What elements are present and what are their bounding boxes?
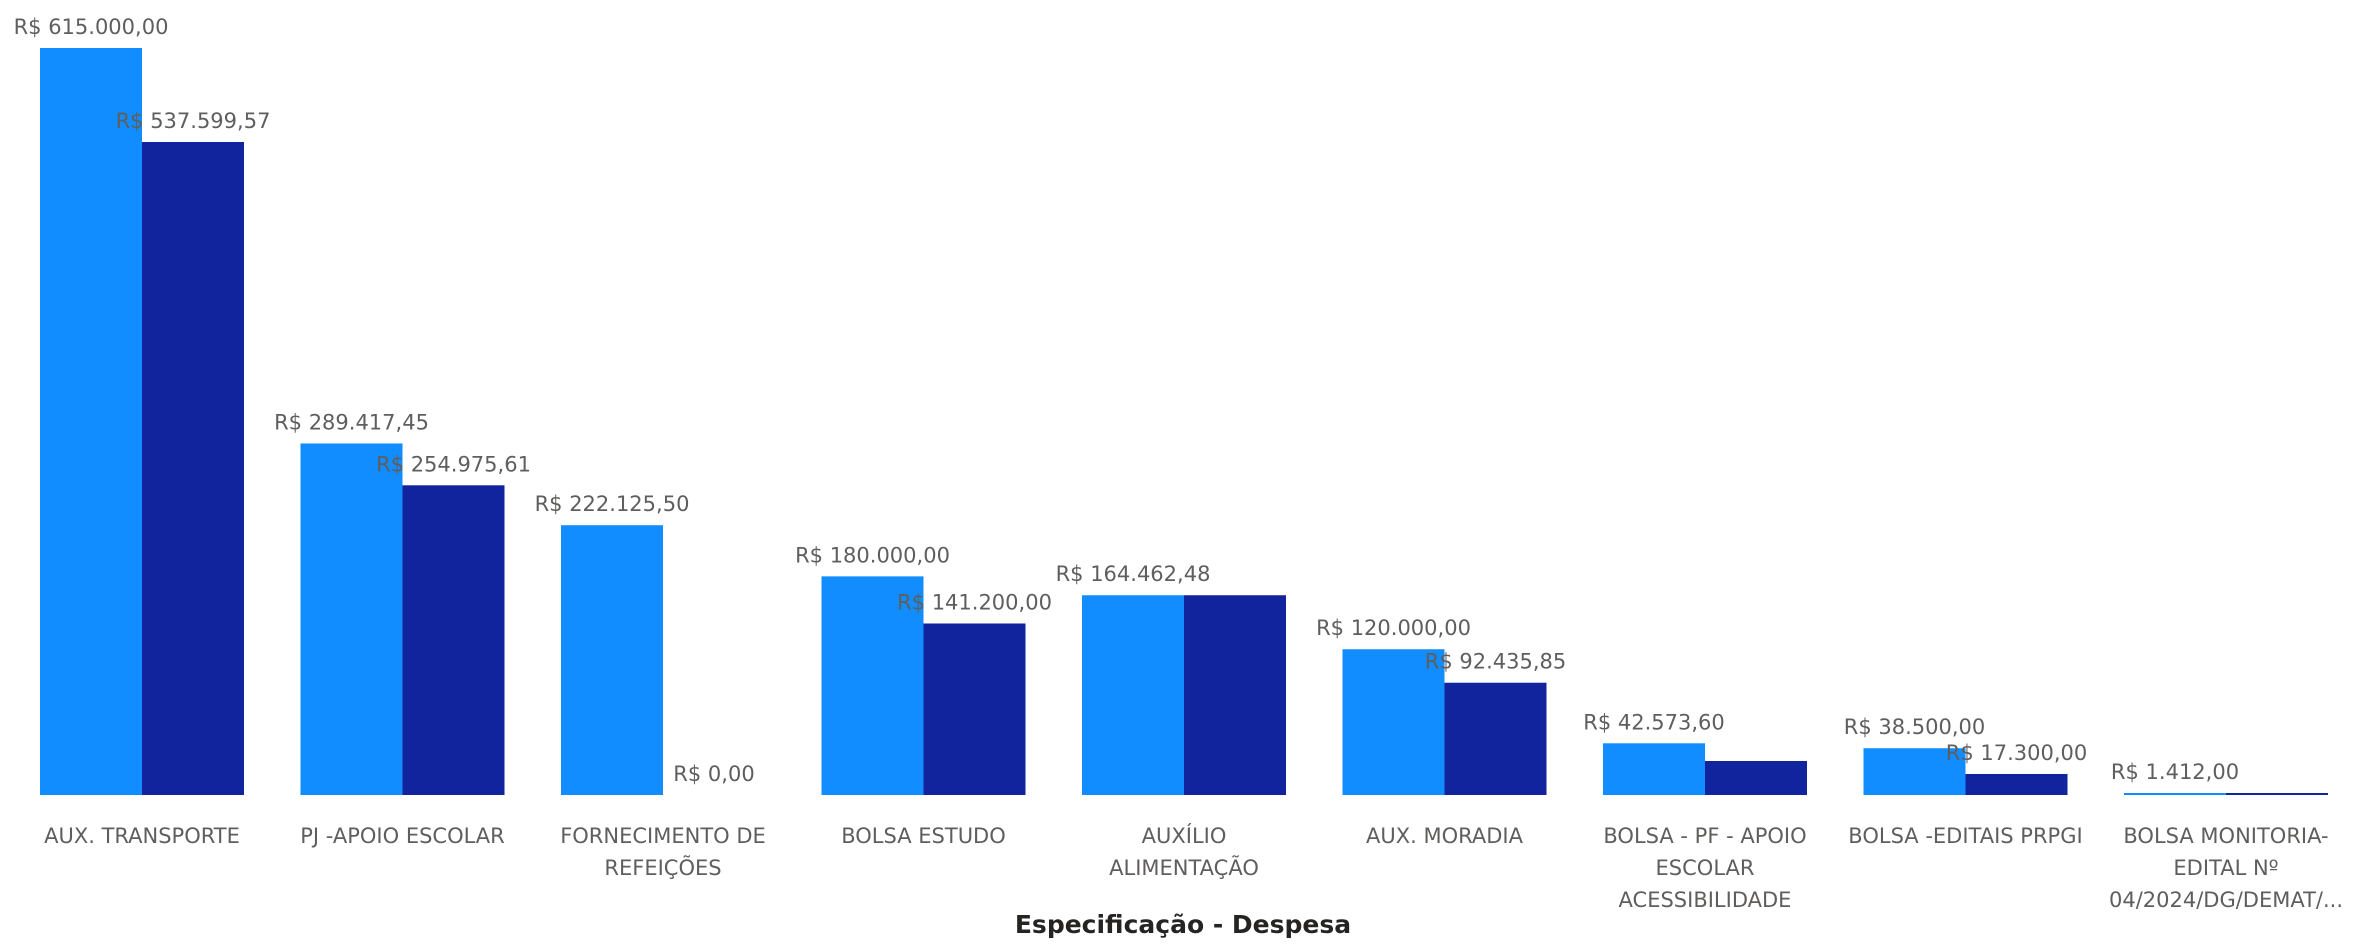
x-tick-label-5-line-1: AUXÍLIO: [1142, 823, 1227, 848]
value-labels-group: R$ 615.000,00 R$ 537.599,57 R$ 289.417,45 R…: [14, 15, 2240, 786]
value-label-2-1: R$ 537.599,57: [116, 109, 271, 133]
value-label-1-6: R$ 120.000,00: [1316, 616, 1471, 640]
x-tick-label-7-line-1: BOLSA - PF - APOIO: [1603, 824, 1806, 848]
bar-2-5[interactable]: [1184, 595, 1286, 795]
bar-1-7[interactable]: [1603, 743, 1705, 795]
value-label-1-5: R$ 164.462,48: [1056, 562, 1211, 586]
x-tick-label-9-line-2: EDITAL Nº: [2173, 856, 2278, 880]
bar-1-1[interactable]: [40, 48, 142, 795]
x-tick-labels-group: AUX. TRANSPORTE PJ -APOIO ESCOLAR FORNECIM…: [44, 823, 2343, 912]
bar-2-9[interactable]: [2226, 793, 2328, 795]
x-tick-label-9-line-3: 04/2024/DG/DEMAT/...: [2109, 888, 2343, 912]
bar-2-6[interactable]: [1444, 682, 1547, 795]
x-tick-label-6-line-1: AUX. MORADIA: [1366, 824, 1524, 848]
bars-group: [40, 48, 2328, 796]
value-label-1-4: R$ 180.000,00: [795, 543, 950, 567]
bar-2-8[interactable]: [1965, 773, 2068, 795]
value-label-1-8: R$ 38.500,00: [1844, 715, 1986, 739]
bar-1-6[interactable]: [1342, 649, 1445, 795]
bar-2-2[interactable]: [402, 485, 505, 795]
x-tick-label-7-line-2: ESCOLAR: [1656, 856, 1755, 880]
value-label-1-1: R$ 615.000,00: [14, 15, 169, 39]
value-label-2-4: R$ 141.200,00: [897, 590, 1052, 614]
bar-1-4[interactable]: [821, 576, 924, 795]
x-tick-label-2-line-1: PJ -APOIO ESCOLAR: [300, 824, 505, 848]
x-tick-label-4-line-1: BOLSA ESTUDO: [841, 824, 1006, 848]
x-tick-label-9-line-1: BOLSA MONITORIA-: [2123, 824, 2328, 848]
x-tick-label-3-line-1: FORNECIMENTO DE: [560, 824, 766, 848]
value-label-1-2: R$ 289.417,45: [274, 410, 429, 434]
value-label-2-2: R$ 254.975,61: [376, 452, 531, 476]
bar-2-4[interactable]: [923, 623, 1026, 795]
value-label-2-6: R$ 92.435,85: [1425, 650, 1567, 674]
bar-2-7[interactable]: [1705, 760, 1807, 795]
x-tick-label-8-line-1: BOLSA -EDITAIS PRPGI: [1848, 824, 2082, 848]
value-label-2-8: R$ 17.300,00: [1946, 741, 2088, 765]
x-axis-title: Especificação - Despesa: [1015, 910, 1351, 939]
value-label-1-7: R$ 42.573,60: [1583, 710, 1725, 734]
x-tick-label-5-line-2: ALIMENTAÇÃO: [1109, 854, 1259, 880]
value-label-2-3: R$ 0,00: [673, 762, 754, 786]
bar-1-8[interactable]: [1863, 748, 1966, 795]
bar-1-2[interactable]: [300, 443, 403, 795]
value-label-1-3: R$ 222.125,50: [535, 492, 690, 516]
bar-1-9[interactable]: [2124, 793, 2226, 795]
bar-2-1[interactable]: [142, 142, 244, 796]
x-tick-label-1-line-1: AUX. TRANSPORTE: [44, 824, 240, 848]
bar-1-3[interactable]: [561, 525, 663, 795]
x-tick-label-7-line-3: ACESSIBILIDADE: [1619, 888, 1792, 912]
x-tick-label-3-line-2: REFEIÇÕES: [604, 854, 721, 880]
bar-1-5[interactable]: [1082, 595, 1184, 795]
value-label-1-9: R$ 1.412,00: [2111, 760, 2239, 784]
